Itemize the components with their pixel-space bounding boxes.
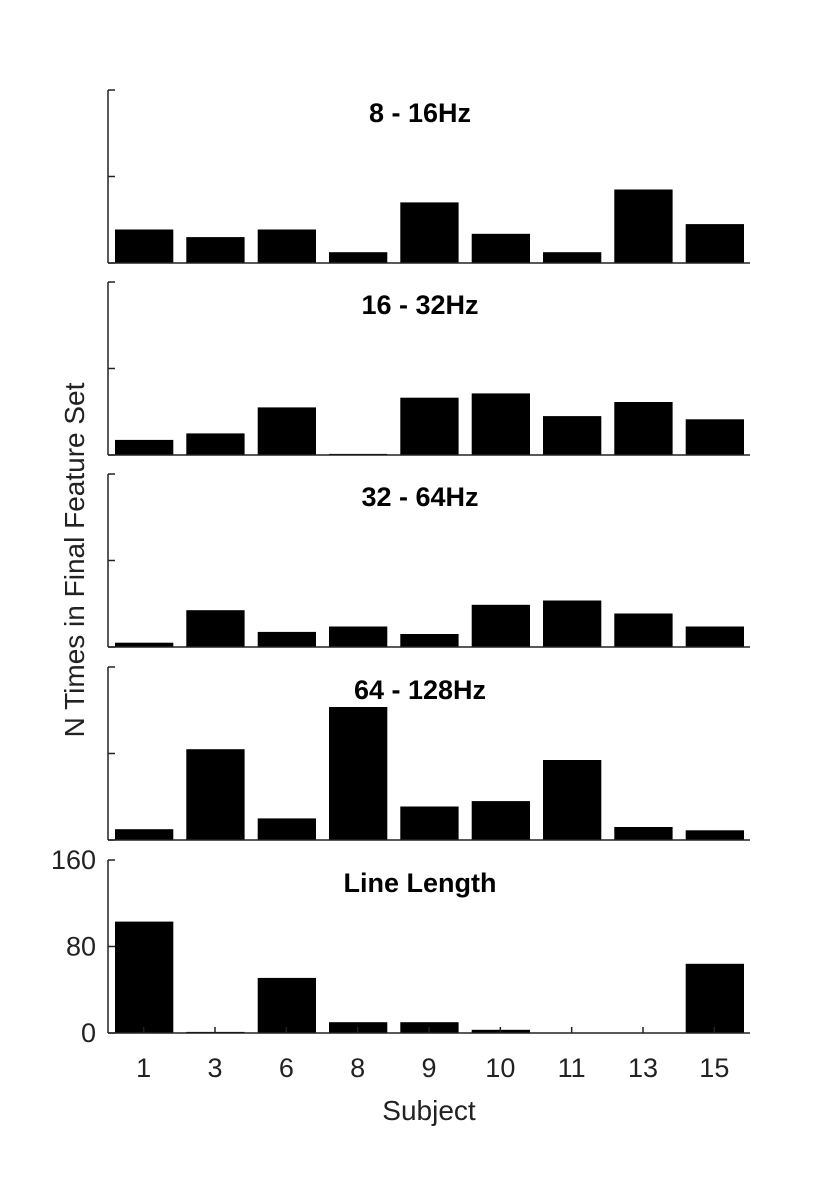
- y-tick-label: 0: [81, 1018, 96, 1048]
- bar-9: [400, 806, 459, 840]
- bar-6: [257, 631, 316, 647]
- bar-6: [257, 229, 316, 263]
- x-tick-label-15: 15: [699, 1053, 729, 1083]
- bar-6: [257, 407, 316, 455]
- panel-title: 32 - 64Hz: [361, 482, 478, 512]
- x-tick-label-6: 6: [279, 1053, 294, 1083]
- bar-11: [543, 252, 602, 263]
- bar-9: [400, 397, 459, 455]
- y-axis-label: N Times in Final Feature Set: [59, 382, 90, 737]
- x-tick-label-10: 10: [485, 1053, 515, 1083]
- bar-8: [329, 252, 388, 263]
- x-tick-label-3: 3: [207, 1053, 222, 1083]
- bar-8: [329, 626, 388, 647]
- panel-4: 64 - 128Hz: [107, 666, 750, 841]
- bar-1: [115, 921, 174, 1033]
- bar-15: [685, 830, 744, 840]
- panel-title: Line Length: [344, 868, 497, 898]
- bar-1: [115, 229, 174, 263]
- x-tick-label-13: 13: [628, 1053, 658, 1083]
- bar-6: [257, 818, 316, 840]
- panel-2: 16 - 32Hz: [107, 281, 750, 456]
- panel-5: 0 80 160 Line Length: [51, 845, 750, 1048]
- x-tick-label-8: 8: [350, 1053, 365, 1083]
- x-tick-labels: 1 3 6 8 9 10 11 13 15: [136, 1053, 729, 1083]
- x-tick-label-1: 1: [136, 1053, 151, 1083]
- bar-3: [186, 749, 245, 840]
- bar-13: [614, 613, 673, 647]
- panels: 8 - 16Hz 16 - 32Hz 32 - 64Hz 64 - 128Hz 0 80 1…: [51, 89, 750, 1048]
- bar-13: [614, 402, 673, 455]
- bar-15: [685, 963, 744, 1033]
- bar-10: [471, 233, 530, 263]
- panel-3: 32 - 64Hz: [107, 473, 750, 648]
- panel-title: 16 - 32Hz: [361, 290, 478, 320]
- bar-9: [400, 202, 459, 263]
- x-tick-label-9: 9: [421, 1053, 436, 1083]
- y-tick-label: 80: [66, 932, 96, 962]
- bar-15: [685, 419, 744, 455]
- bar-11: [543, 416, 602, 455]
- panel-1: 8 - 16Hz: [107, 89, 750, 264]
- bar-10: [471, 801, 530, 840]
- bar-15: [685, 626, 744, 647]
- bar-9: [400, 634, 459, 647]
- bar-3: [186, 610, 245, 647]
- bar-10: [471, 393, 530, 455]
- bar-10: [471, 604, 530, 647]
- bar-11: [543, 760, 602, 840]
- bar-1: [115, 829, 174, 840]
- x-tick-label-11: 11: [558, 1053, 586, 1083]
- bar-1: [115, 439, 174, 455]
- bar-8: [329, 707, 388, 840]
- x-axis-label: Subject: [382, 1095, 476, 1126]
- bar-6: [257, 977, 316, 1033]
- bar-1: [115, 642, 174, 647]
- bar-3: [186, 237, 245, 263]
- bar-11: [543, 600, 602, 647]
- bar-13: [614, 189, 673, 263]
- y-tick-label: 160: [51, 845, 96, 875]
- bar-13: [614, 827, 673, 840]
- panel-title: 8 - 16Hz: [369, 98, 471, 128]
- panel-title: 64 - 128Hz: [354, 675, 486, 705]
- bar-15: [685, 224, 744, 263]
- bar-3: [186, 433, 245, 455]
